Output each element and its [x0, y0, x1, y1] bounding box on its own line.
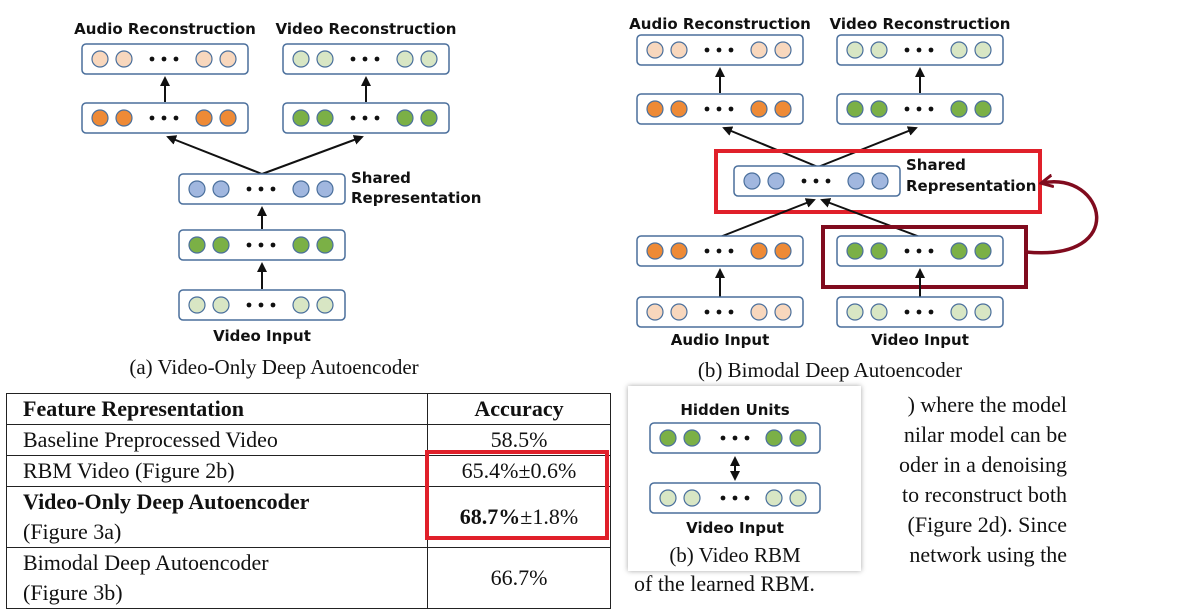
diagram-b-video-reconstruction-layer	[836, 34, 1004, 66]
diagram-b-audio-reconstruction-label: Audio Reconstruction	[629, 15, 811, 33]
body-text-line5: (Figure 2d). Since	[908, 512, 1067, 537]
feature-line1: RBM Video (Figure 2b)	[23, 458, 235, 483]
accuracy-value: 58.5%	[490, 427, 548, 452]
video-rbm-diagram: Hidden Units Video Input (b) Video RBM	[649, 401, 821, 567]
diagram-b-audio-hidden-layer-bottom	[636, 235, 804, 267]
diagram-a-caption: (a) Video-Only Deep Autoencoder	[129, 355, 418, 379]
feature-line2: (Figure 3b)	[23, 580, 123, 605]
header-accuracy: Accuracy	[427, 393, 611, 425]
body-text-line4: to reconstruct both	[902, 482, 1067, 507]
feature-line1: Video-Only Deep Autoencoder	[23, 489, 310, 514]
diagram-a-video-reconstruction-label: Video Reconstruction	[276, 20, 457, 38]
diagram-b-video-hidden-layer-top	[836, 93, 1004, 125]
diagram-a-video-hidden-layer-1	[178, 229, 346, 261]
diagram-a-shared-label-line2: Representation	[351, 189, 481, 207]
video-hidden-highlight	[821, 225, 1028, 289]
diagram-a: Audio Reconstruction Video Reconstructio…	[74, 20, 481, 379]
diagram-b-audio-reconstruction-layer	[636, 34, 804, 66]
feature-cell: Baseline Preprocessed Video	[6, 424, 428, 456]
feature-line2: (Figure 3a)	[23, 519, 122, 544]
diagram-b: Audio Reconstruction Video Reconstructio…	[629, 15, 1099, 382]
diagram-a-audio-hidden-layer	[81, 102, 249, 134]
accuracy-value: 65.4%±0.6%	[461, 458, 577, 483]
body-text-line2: nilar model can be	[904, 422, 1067, 447]
diagram-b-caption: (b) Bimodal Deep Autoencoder	[698, 358, 962, 382]
diagram-b-audio-input-label: Audio Input	[671, 331, 770, 349]
rbm-video-input-layer	[649, 482, 821, 514]
table-row: Bimodal Deep Autoencoder (Figure 3b) 66.…	[6, 547, 611, 609]
video-rbm-inset: Hidden Units Video Input (b) Video RBM	[628, 386, 861, 571]
rbm-caption: (b) Video RBM	[669, 543, 801, 567]
diagram-a-video-reconstruction-layer	[282, 43, 450, 75]
diagram-a-audio-reconstruction-label: Audio Reconstruction	[74, 20, 256, 38]
accuracy-highlight	[425, 450, 609, 540]
table-row: Baseline Preprocessed Video 58.5%	[6, 424, 611, 456]
body-text-line7: of the learned RBM.	[634, 571, 815, 596]
results-table: Feature Representation Accuracy Baseline…	[6, 393, 611, 609]
body-text-line1: ) where the model	[908, 392, 1067, 417]
diagram-b-video-hidden-layer-bottom	[836, 235, 1004, 267]
feature-cell: Bimodal Deep Autoencoder (Figure 3b)	[6, 547, 428, 609]
accuracy-cell: 65.4%±0.6%	[427, 455, 611, 487]
diagram-b-audio-input-layer	[636, 296, 804, 328]
feature-line1: Bimodal Deep Autoencoder	[23, 550, 269, 575]
body-text: ) where the model nilar model can be ode…	[634, 392, 1067, 596]
accuracy-cell: 66.7%	[427, 547, 611, 609]
accuracy-value: 66.7%	[490, 565, 548, 590]
diagram-b-shared-label-line2: Representation	[906, 177, 1036, 195]
diagram-a-shared-layer	[178, 173, 346, 205]
diagram-a-audio-reconstruction-layer	[81, 43, 249, 75]
rbm-video-input-label: Video Input	[686, 519, 784, 537]
header-feature-representation: Feature Representation	[6, 393, 428, 425]
diagram-a-video-input-layer	[178, 289, 346, 321]
diagram-b-video-input-label: Video Input	[871, 331, 969, 349]
diagram-b-shared-layer	[733, 165, 901, 197]
diagram-b-shared-label-line1: Shared	[906, 156, 966, 174]
feature-cell: Video-Only Deep Autoencoder (Figure 3a)	[6, 486, 428, 548]
accuracy-value-bold: 68.7%	[459, 504, 521, 529]
rbm-hidden-layer	[649, 422, 821, 454]
table-row: RBM Video (Figure 2b) 65.4%±0.6%	[6, 455, 611, 487]
feature-line1: Baseline Preprocessed Video	[23, 427, 278, 452]
body-text-line6: network using the	[909, 542, 1067, 567]
accuracy-value-rest: ±1.8%	[520, 504, 579, 529]
diagram-b-video-reconstruction-label: Video Reconstruction	[830, 15, 1011, 33]
diagram-a-video-hidden-layer	[282, 102, 450, 134]
rbm-hidden-units-label: Hidden Units	[680, 401, 789, 419]
diagram-b-audio-hidden-layer-top	[636, 93, 804, 125]
diagram-b-video-input-layer	[836, 296, 1004, 328]
table-header-row: Feature Representation Accuracy	[6, 393, 611, 425]
loop-arrow	[1025, 182, 1099, 255]
diagram-a-shared-label-line1: Shared	[351, 169, 411, 187]
body-text-line3: oder in a denoising	[899, 452, 1067, 477]
diagram-a-video-input-label: Video Input	[213, 327, 311, 345]
feature-cell: RBM Video (Figure 2b)	[6, 455, 428, 487]
